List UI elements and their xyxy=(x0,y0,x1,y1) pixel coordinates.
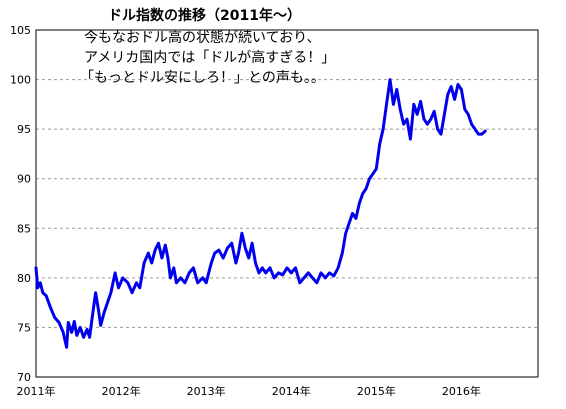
x-tick-label: 2012年 xyxy=(102,384,141,398)
x-tick-label: 2014年 xyxy=(272,384,311,398)
plot-frame xyxy=(35,29,539,378)
y-tick-label: 75 xyxy=(17,321,31,334)
y-tick-label: 90 xyxy=(17,173,31,186)
title-line: アメリカ国内では「ドルが高すぎる！」 xyxy=(84,49,335,66)
title-line: 今もなおドル高の状態が続いており、 xyxy=(84,29,321,46)
y-tick-label: 95 xyxy=(17,123,31,136)
y-tick-label: 70 xyxy=(17,371,31,384)
title-line: ドル指数の推移（2011年～） xyxy=(108,7,301,24)
x-tick-label: 2016年 xyxy=(442,384,481,398)
x-tick-label: 2011年 xyxy=(17,384,56,398)
y-tick-label: 80 xyxy=(17,272,31,285)
y-tick-label: 100 xyxy=(10,74,31,87)
series-line xyxy=(34,78,487,349)
y-tick-label: 105 xyxy=(10,24,31,37)
x-tick-label: 2015年 xyxy=(357,384,396,398)
title-line: 「もっとドル安にしろ！」との声も。。 xyxy=(80,70,325,86)
series-layer xyxy=(34,78,487,349)
tick-layer: 70 75 80 85 90 95 100 105 2011年 2012年 2013年 2014年 20… xyxy=(10,24,481,398)
chart-title: ドル指数の推移（2011年～） 今もなおドル高の状態が続いており、 アメリカ国内… xyxy=(80,7,335,86)
y-tick-label: 85 xyxy=(17,222,31,235)
x-tick-label: 2013年 xyxy=(187,384,226,398)
